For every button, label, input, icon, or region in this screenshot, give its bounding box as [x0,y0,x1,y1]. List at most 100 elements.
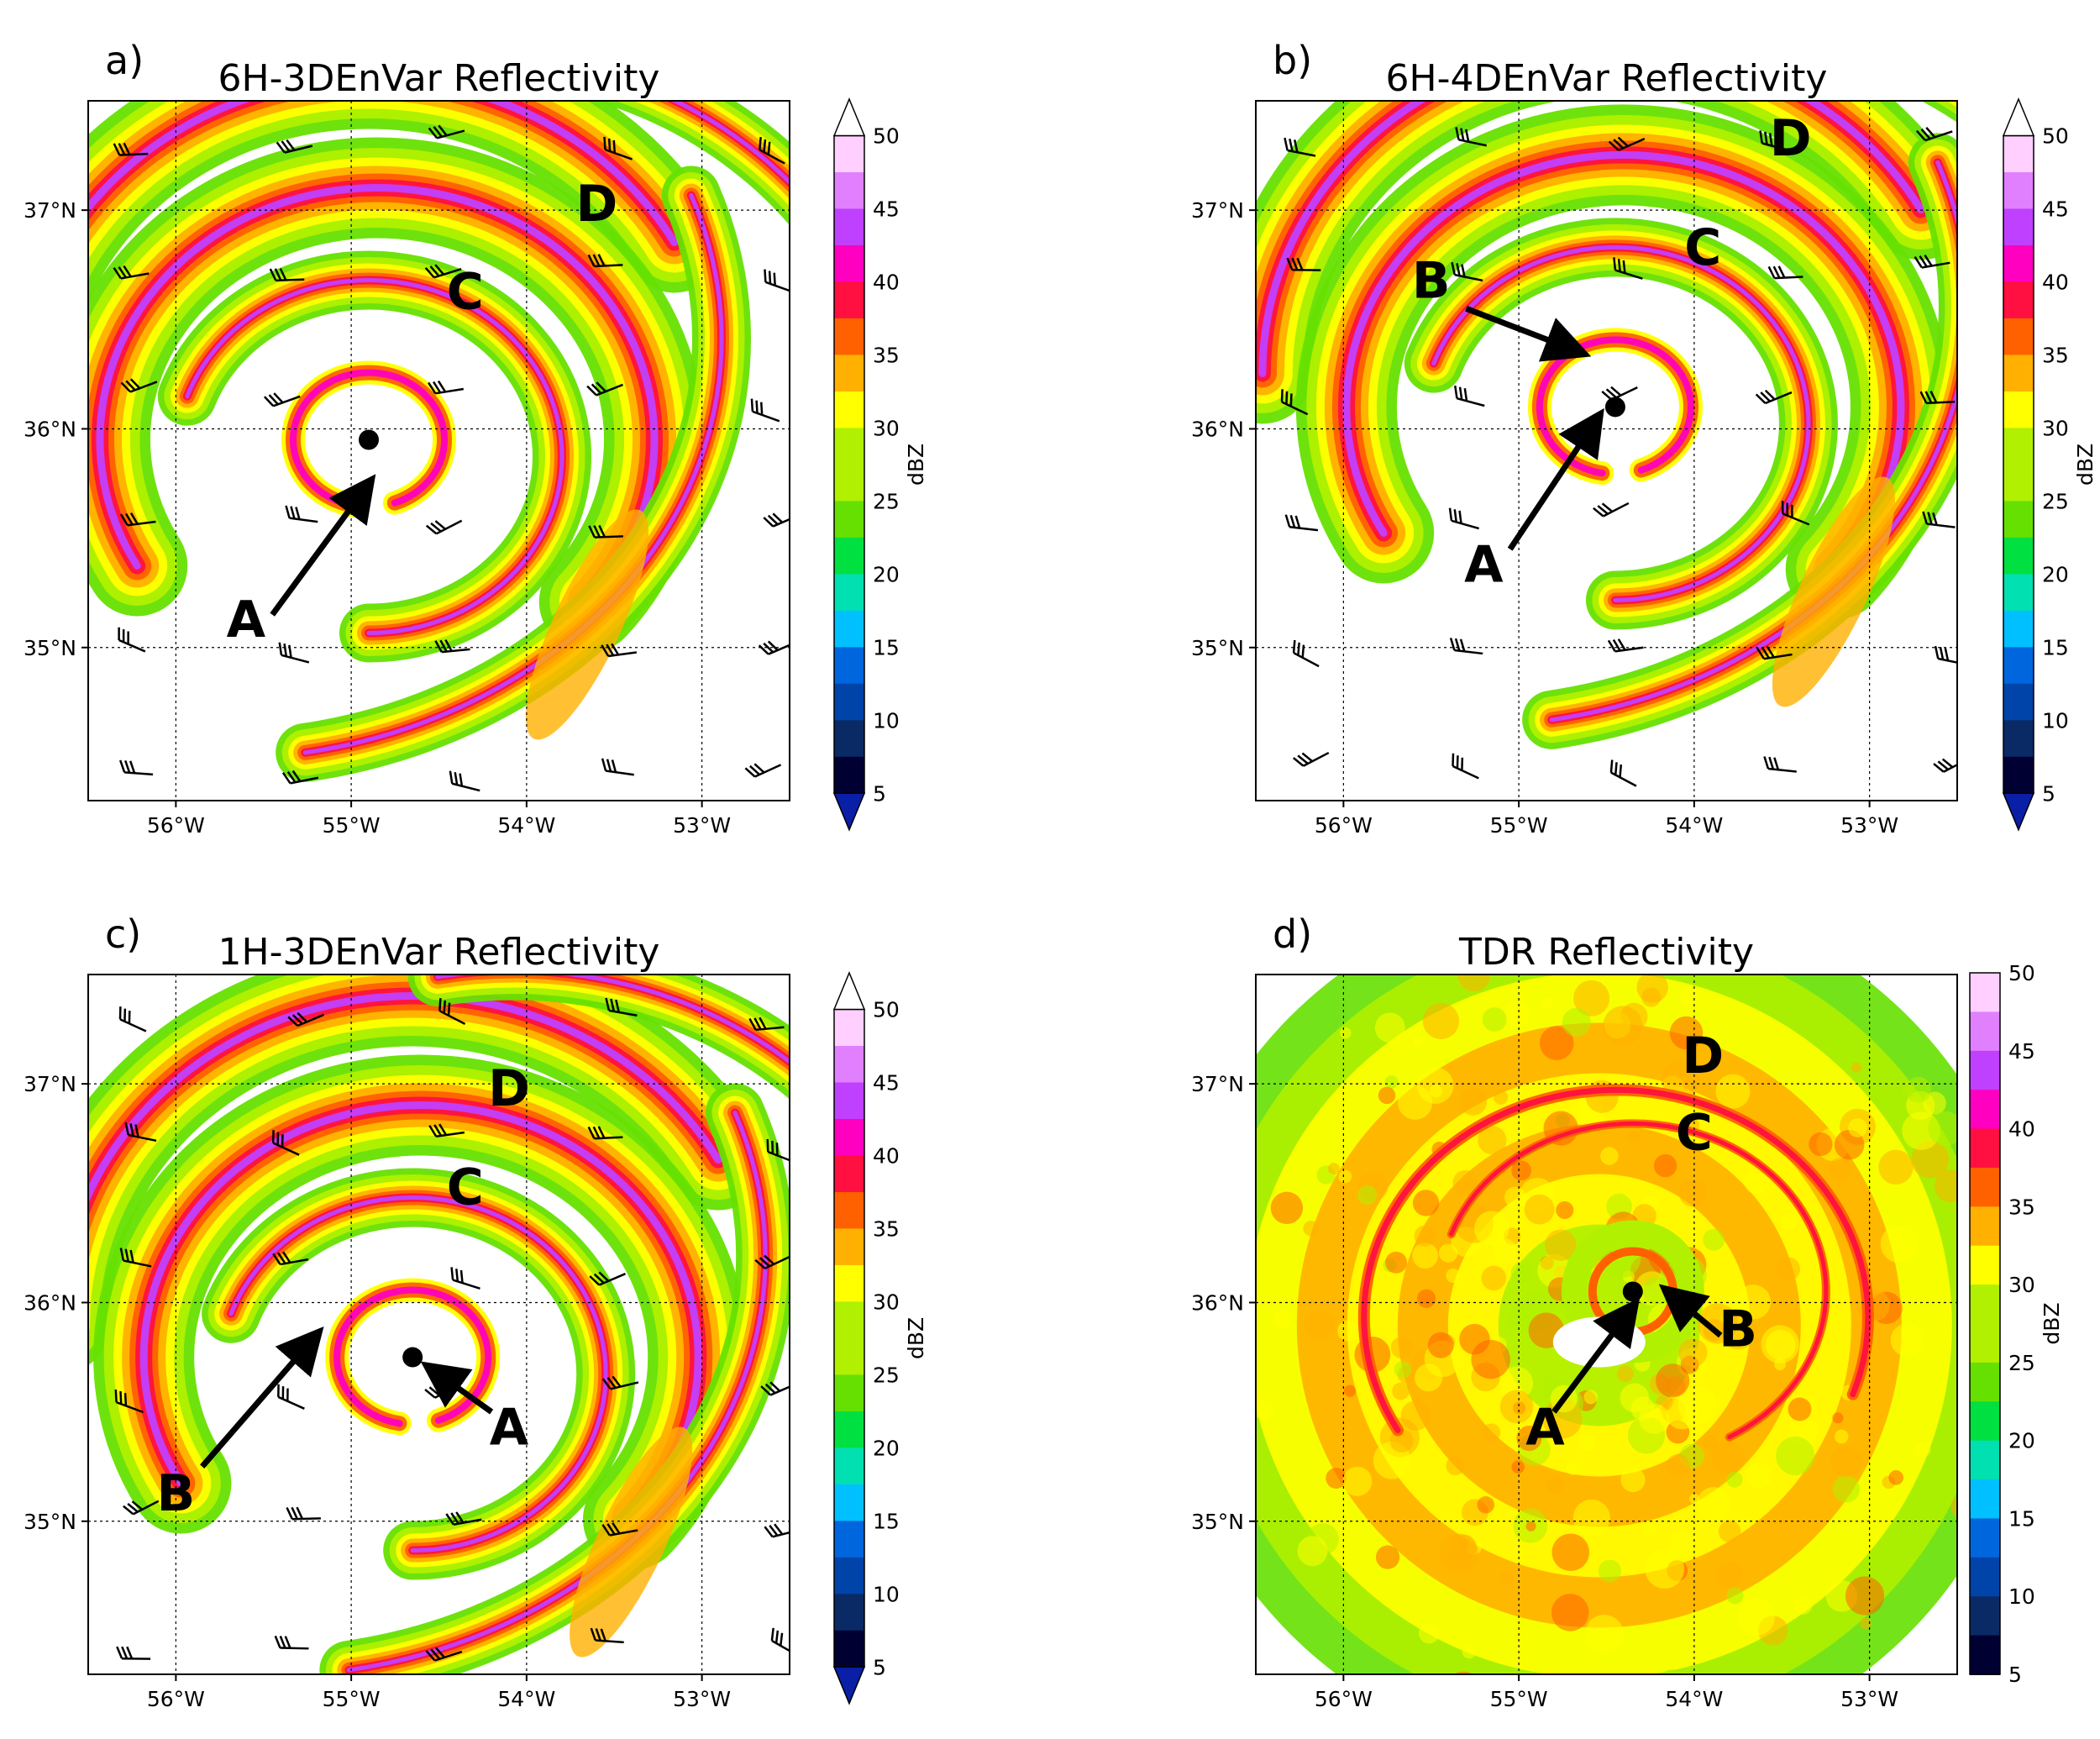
colorbar-segment [1970,1557,2000,1598]
y-tick-label: 35°N [24,636,76,660]
wind-barb-flag [763,139,767,153]
colorbar-segment [1970,1362,2000,1403]
wind-barb-flag [1301,644,1305,658]
wind-barb-flag [1790,504,1793,518]
reflectivity-field [1256,101,1957,801]
reflectivity-speckle [1482,1423,1501,1442]
wind-barb-flag [284,1636,291,1649]
wind-barb-flag [428,1125,438,1137]
reflectivity-speckle [1666,1453,1690,1478]
wind-barb [744,763,782,778]
colorbar-segment [834,720,864,758]
rain-band [1431,244,1811,602]
colorbar-segment [834,1264,864,1303]
wind-barb-flag [430,1648,441,1660]
colorbar-tick-label: 15 [2008,1506,2035,1531]
colorbar-segment [834,244,864,283]
storm-center [402,1347,423,1368]
colorbar-tick-label: 10 [2042,708,2069,733]
wind-barb-flag [1461,264,1466,277]
rain-band [228,1195,608,1553]
wind-barb [1914,254,1950,269]
reflectivity-speckle [1378,1086,1396,1105]
reflectivity-speckle [1662,1060,1700,1099]
reflectivity-speckle [1645,1549,1685,1589]
x-tick-label: 55°W [1490,813,1548,838]
wind-barb [449,770,480,792]
reflectivity-speckle [1566,1460,1581,1475]
y-tick-label: 36°N [24,417,76,441]
wind-barb-flag [767,640,779,651]
wind-barb [603,136,633,160]
wind-barb-flag [767,514,779,526]
colorbar-segment [834,1630,864,1668]
wind-barb-flag [113,266,122,280]
panel-b: 56°W 55°W 54°W 53°W 37°N 36°N 35°N b) 6H-4DEnVar… [1191,38,2097,838]
wind-barb-flag [434,640,443,653]
reflectivity-speckle [1572,1499,1610,1537]
wind-barb-flag [286,1506,294,1520]
colorbar-segment [1970,1090,2000,1130]
wind-barb-flag [1593,507,1604,517]
reflectivity-speckle [1414,1225,1436,1247]
wind-barb-flag [1614,762,1618,775]
colorbar-tick-label: 45 [873,197,900,221]
wind-barb-flag [1617,136,1629,147]
reflectivity-speckle [1256,1400,1274,1420]
storm-center [359,429,379,450]
wind-barb-flag [432,381,442,394]
reflectivity-speckle [1773,1358,1787,1371]
reflectivity-speckle [1766,1330,1796,1360]
wind-barb-flag [124,512,134,526]
wind-barb-flag [611,643,620,656]
colorbar-tick-label: 50 [2008,961,2035,985]
reflectivity-speckle [1525,1521,1536,1531]
annotation-label: A [490,1399,529,1458]
wind-barb-flag [433,1124,443,1137]
colorbar-segment [2003,720,2034,758]
reflectivity-speckle [1343,1384,1357,1397]
wind-barb-flag [129,1123,134,1137]
colorbar-extend-bottom [832,792,866,832]
wind-barb-flag [764,269,767,282]
wind-barb-flag [118,265,127,279]
wind-barb [425,1647,463,1662]
colorbar-segment [834,208,864,246]
wind-barb-flag [606,1377,617,1389]
wind-barb [601,1375,639,1390]
reflectivity-speckle [1905,1076,1931,1103]
wind-barb-flag [290,506,296,519]
x-tick-label: 53°W [673,813,731,838]
rain-band [346,1111,768,1673]
wind-barb-flag [767,141,771,155]
reflectivity-speckle [1374,1012,1405,1043]
wind-barb [750,398,780,423]
wind-barb-flag [754,1258,766,1269]
wind-barb [590,1627,624,1644]
wind-barb [770,1627,790,1656]
colorbar-segment [2003,355,2034,392]
reflectivity-speckle [1832,1412,1844,1424]
annotation-arrow [200,1326,324,1468]
wind-barb-flag [606,1523,616,1536]
wind-barb-flag [291,770,302,782]
wind-barb-flag [610,998,616,1012]
wind-barb [450,1267,480,1290]
x-tick-label: 56°W [1315,813,1373,838]
colorbar-segment [1970,973,2000,1013]
colorbar-segment [1970,1011,2000,1052]
rain-band [88,101,679,246]
wind-barb-flag [748,1017,757,1031]
x-tick-label: 56°W [147,1687,205,1711]
annotation-label: C [447,1158,484,1216]
wind-barb [119,759,154,776]
colorbar-segment [1970,1050,2000,1091]
reflectivity-speckle [1598,1559,1621,1583]
panel-letter: b) [1273,38,1312,83]
wind-barb-flag [1941,758,1954,769]
colorbar-tick-label: 40 [2008,1117,2035,1142]
wind-barb-flag [606,759,612,772]
x-tick-label: 56°W [1315,1687,1373,1711]
colorbar-segment [834,171,864,210]
